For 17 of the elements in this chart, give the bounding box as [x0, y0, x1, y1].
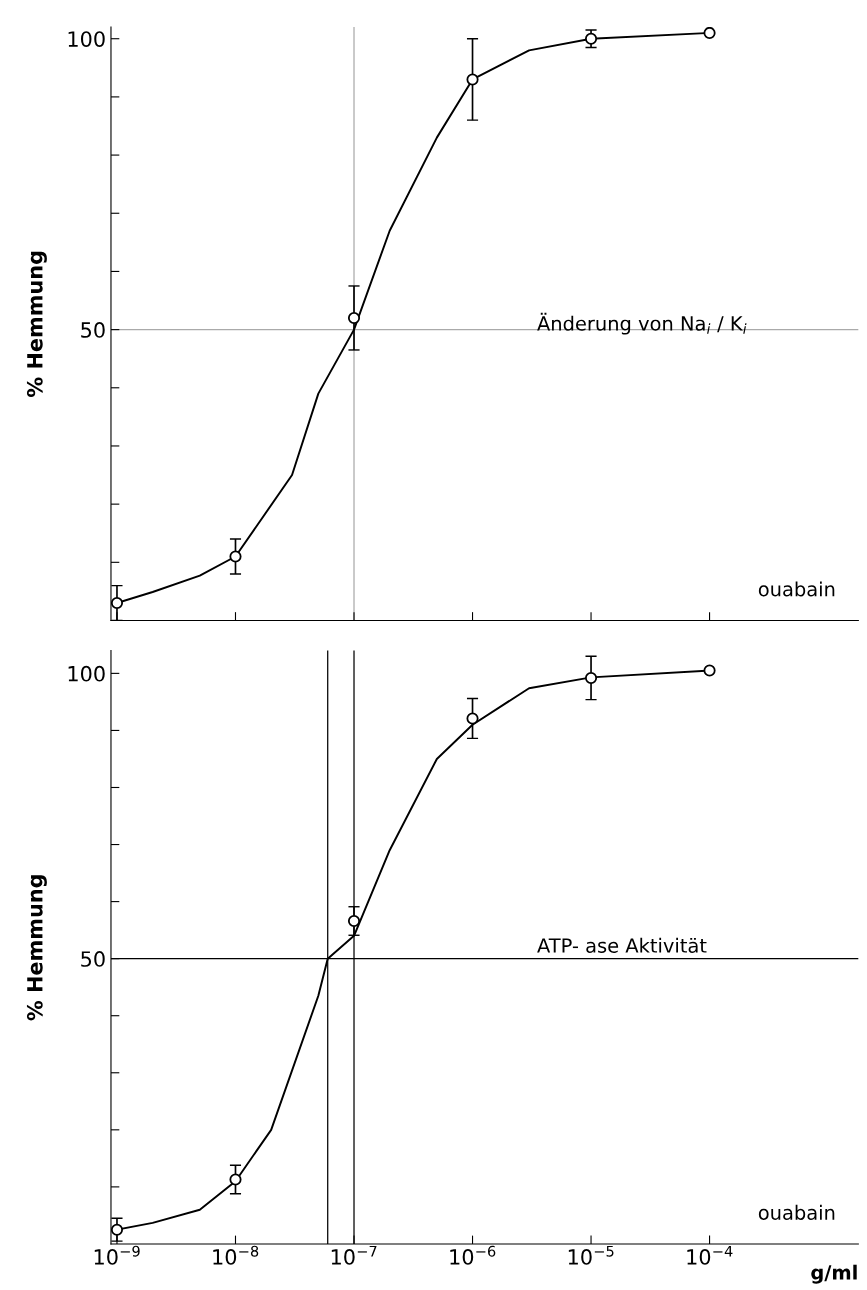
annotation: ATP- ase Aktivität	[537, 937, 707, 953]
y-tick-label: 50	[81, 951, 105, 967]
x-axis-title: g/ml	[811, 1264, 857, 1284]
annotation: ouabain	[758, 1204, 835, 1220]
y-tick-label: 50	[81, 322, 105, 338]
y-tick-label: 100	[68, 31, 105, 47]
y-axis-title: % Hemmung	[26, 875, 47, 1021]
x-tick-label: 10$^{−7}$	[331, 1245, 377, 1265]
x-tick-label: 10$^{−8}$	[213, 1245, 259, 1265]
x-tick-label: 10$^{−4}$	[687, 1245, 733, 1265]
y-tick-label: 100	[68, 665, 105, 682]
x-tick-label: 10$^{−5}$	[568, 1245, 614, 1265]
y-axis-title: % Hemmung	[26, 251, 47, 397]
annotation: ouabain	[758, 581, 835, 597]
x-tick-label: 10$^{−9}$	[94, 1245, 140, 1265]
x-tick-label: 10$^{−6}$	[450, 1245, 496, 1265]
annotation: Änderung von Na$_{i}$ / K$_{i}$	[537, 312, 747, 335]
